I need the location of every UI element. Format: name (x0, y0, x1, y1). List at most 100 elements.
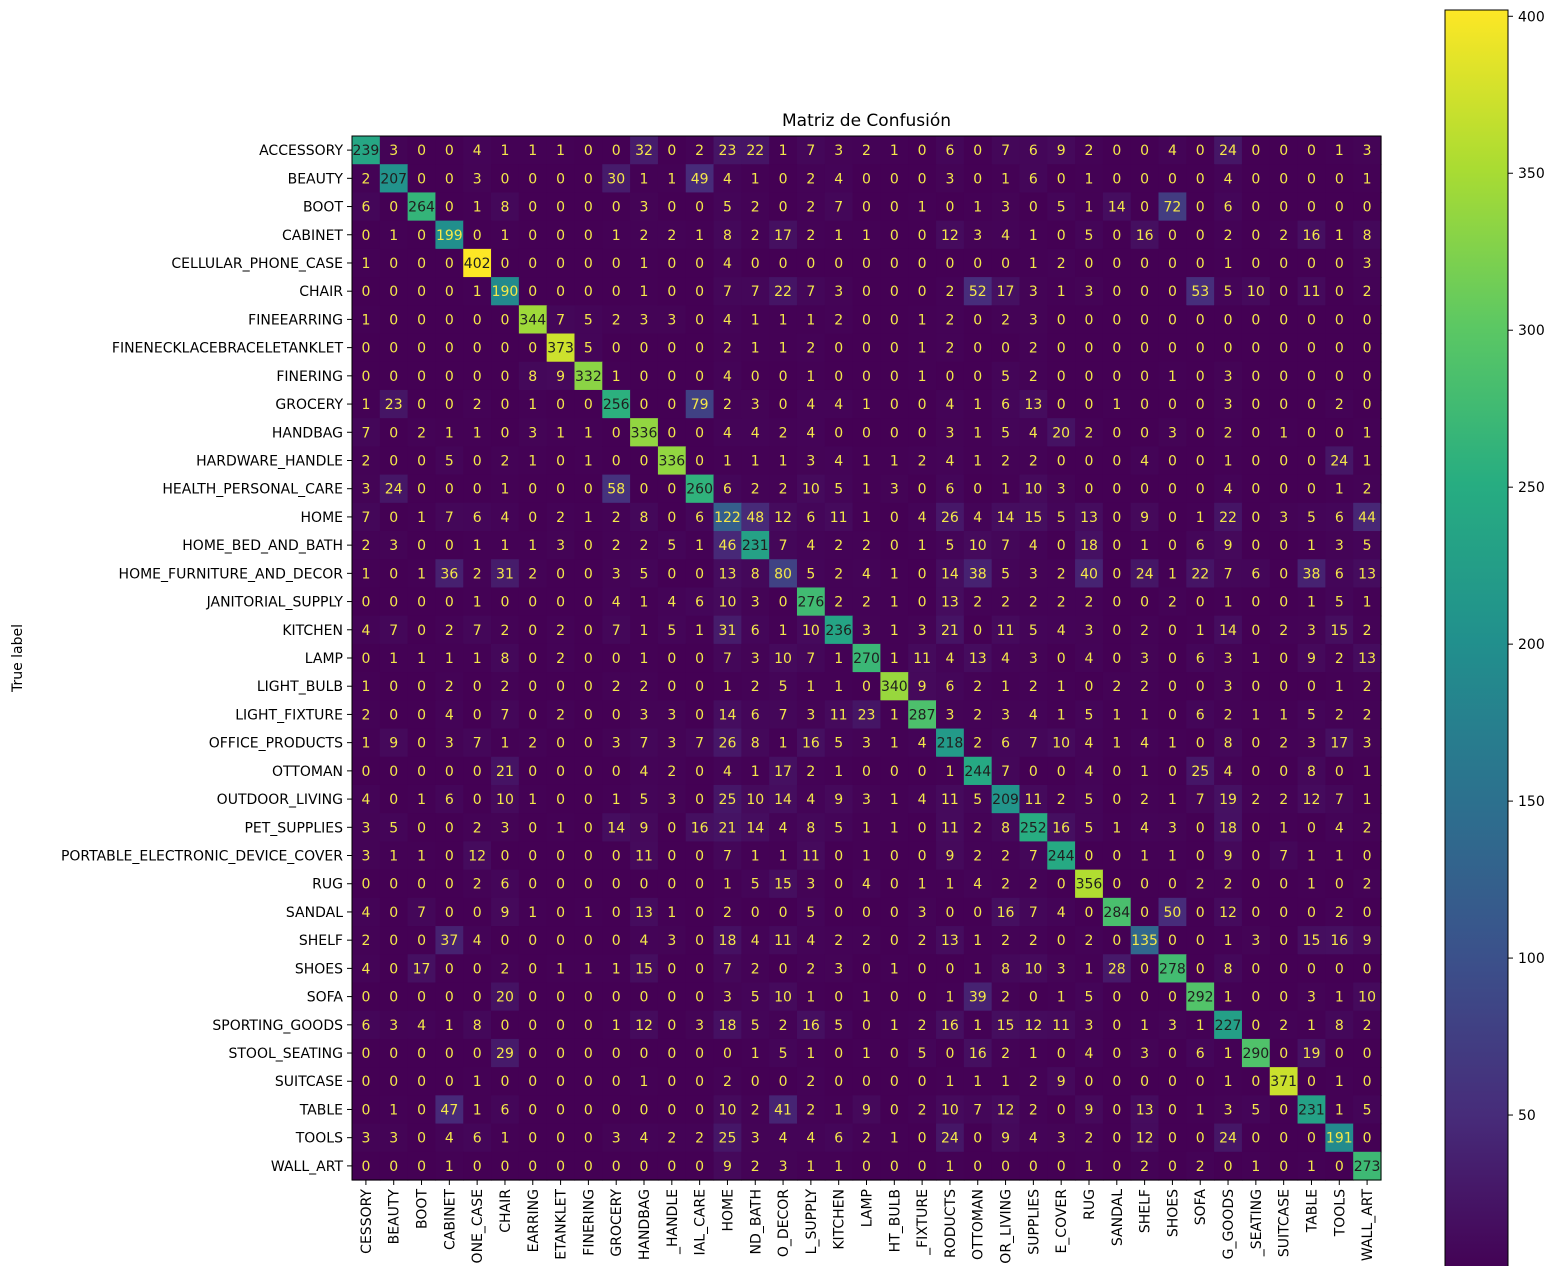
cell-value-label: 2 (1363, 482, 1372, 498)
cell-value-label: 0 (417, 228, 426, 244)
cell-value-label: 0 (361, 1046, 370, 1062)
cell-value-label: 5 (834, 1018, 843, 1034)
cell-value-label: 2 (528, 566, 537, 582)
cell-value-label: 0 (973, 312, 982, 328)
heatmap-cell (463, 446, 492, 476)
cell-value-label: 7 (695, 736, 704, 752)
heatmap-cell (1075, 615, 1104, 645)
heatmap-cell (880, 418, 909, 447)
heatmap-cell (1269, 277, 1299, 306)
heatmap-cell (379, 559, 409, 589)
heatmap-cell (1214, 502, 1243, 532)
cell-value-label: 0 (1335, 1159, 1344, 1175)
heatmap-cell (463, 587, 492, 617)
heatmap-cell (991, 418, 1021, 447)
cell-value-label: 0 (1251, 369, 1260, 385)
heatmap-cell (1102, 559, 1132, 589)
cell-value-label: 0 (389, 707, 398, 723)
cell-value-label: 0 (751, 905, 760, 921)
cell-value-label: 1 (890, 1018, 899, 1034)
cell-value-label: 0 (723, 1046, 732, 1062)
cell-value-label: 0 (667, 200, 676, 216)
cell-value-label: 2 (473, 566, 482, 582)
heatmap-cell (824, 756, 854, 786)
cell-value-label: 8 (1363, 228, 1372, 244)
heatmap-cell (518, 672, 548, 701)
cell-value-label: 2 (751, 679, 760, 695)
cell-value-label: 0 (445, 849, 454, 865)
heatmap-cell (1241, 531, 1271, 560)
y-tick-label: RUG (312, 877, 343, 893)
cell-value-label: 0 (1112, 256, 1121, 272)
cell-value-label: 0 (1335, 312, 1344, 328)
cell-value-label: 287 (909, 707, 936, 723)
cell-value-label: 14 (774, 792, 792, 808)
cell-value-label: 18 (719, 1018, 737, 1034)
cell-value-label: 3 (1140, 1046, 1149, 1062)
heatmap-cell (1186, 305, 1215, 335)
heatmap-cell (880, 502, 909, 532)
heatmap-cell (908, 474, 937, 504)
cell-value-label: 0 (612, 1046, 621, 1062)
cell-value-label: 5 (834, 820, 843, 836)
cell-value-label: 4 (1224, 764, 1233, 780)
cell-value-label: 1 (779, 623, 788, 639)
cell-value-label: 0 (918, 849, 927, 865)
cell-value-label: 9 (1363, 933, 1372, 949)
cell-value-label: 0 (1279, 566, 1288, 582)
cell-value-label: 14 (719, 707, 737, 723)
heatmap-cell (685, 700, 715, 730)
heatmap-cell (379, 418, 409, 447)
cell-value-label: 0 (1196, 849, 1205, 865)
heatmap-cell (713, 361, 742, 391)
heatmap-cell (491, 502, 520, 532)
cell-value-label: 21 (719, 820, 737, 836)
heatmap-cell (824, 418, 854, 447)
cell-value-label: 1 (361, 312, 370, 328)
heatmap-cell (796, 418, 826, 447)
cell-value-label: 0 (695, 877, 704, 893)
cell-value-label: 2 (1224, 425, 1233, 441)
cell-value-label: 231 (1298, 1102, 1325, 1118)
heatmap-cell (685, 587, 715, 617)
y-tick-label: TABLE (299, 1102, 343, 1118)
cell-value-label: 2 (640, 228, 649, 244)
heatmap-cell (574, 136, 603, 165)
heatmap-cell (713, 559, 742, 589)
x-tick-label: _HANDLE (665, 1189, 681, 1255)
heatmap-cell (379, 502, 409, 532)
cell-value-label: 0 (1196, 1131, 1205, 1147)
cell-value-label: 0 (1057, 228, 1066, 244)
heatmap-cell (1214, 756, 1243, 786)
heatmap-cell (407, 333, 437, 363)
heatmap-cell (936, 361, 965, 391)
cell-value-label: 0 (389, 200, 398, 216)
heatmap-cell (991, 672, 1021, 701)
cell-value-label: 0 (612, 425, 621, 441)
cell-value-label: 1 (556, 425, 565, 441)
heatmap-cell (630, 531, 659, 560)
heatmap-cell (824, 389, 854, 419)
heatmap-cell (546, 192, 576, 222)
cell-value-label: 1 (862, 228, 871, 244)
cell-value-label: 12 (1303, 792, 1321, 808)
cell-value-label: 0 (473, 369, 482, 385)
y-tick-label: LIGHT_BULB (257, 679, 343, 695)
heatmap-cell (936, 728, 965, 758)
cell-value-label: 0 (1279, 284, 1288, 300)
heatmap-cell (352, 643, 381, 673)
cell-value-label: 4 (945, 651, 954, 667)
cell-value-label: 9 (556, 369, 565, 385)
heatmap-cell (880, 615, 909, 645)
heatmap-cell (1269, 164, 1299, 194)
cell-value-label: 2 (361, 933, 370, 949)
cell-value-label: 0 (806, 256, 815, 272)
cell-value-label: 0 (1168, 1074, 1177, 1090)
heatmap-cell (463, 192, 492, 222)
heatmap-cell (1297, 248, 1326, 278)
cell-value-label: 0 (528, 1159, 537, 1175)
cell-value-label: 2 (1251, 792, 1260, 808)
heatmap-cell (769, 672, 798, 701)
heatmap-cell (1325, 615, 1354, 645)
cell-value-label: 4 (361, 961, 370, 977)
